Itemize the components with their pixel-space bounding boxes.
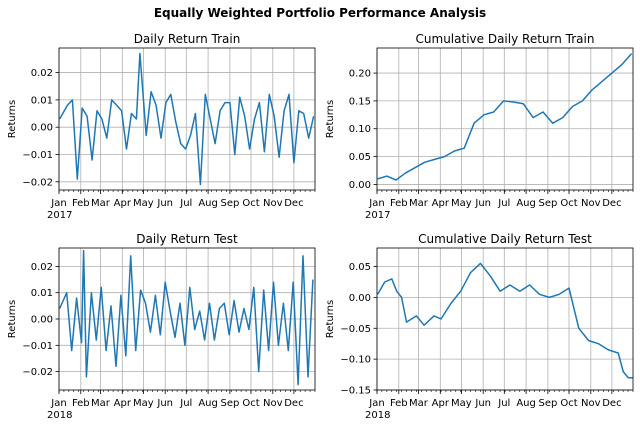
y-axis-label: Returns <box>7 300 18 338</box>
plot-frame <box>58 47 316 191</box>
y-tick-label: −0.01 <box>22 341 53 352</box>
series-line <box>377 53 633 181</box>
chart-cumulative-return-train: Cumulative Daily Return Train 0.00 0.05 0.1… <box>325 32 634 221</box>
x-tick-label: Jul <box>497 398 510 409</box>
x-tick-label: Oct <box>242 198 259 209</box>
plot-frame <box>58 247 316 391</box>
y-tick-label: 0.01 <box>31 288 53 299</box>
y-axis-label: Returns <box>325 100 336 138</box>
x-tick-label: Nov <box>263 398 283 409</box>
x-tick-label: Mar <box>91 198 111 209</box>
x-tick-label: Feb <box>390 198 408 209</box>
x-tick-label: Jan <box>368 198 384 209</box>
x-tick-label: Sep <box>220 398 239 409</box>
x-tick-label: Oct <box>560 198 577 209</box>
chart-title: Daily Return Test <box>136 232 238 246</box>
x-tick-label: Sep <box>538 198 557 209</box>
x-year-label: 2017 <box>365 210 390 221</box>
x-tick-label: Jun <box>156 398 173 409</box>
y-tick-label: −0.01 <box>22 150 53 161</box>
x-tick-label: Dec <box>284 398 303 409</box>
x-tick-label: Sep <box>220 198 239 209</box>
x-tick-label: Feb <box>72 398 90 409</box>
x-year-label: 2018 <box>47 410 72 421</box>
x-tick-label: Mar <box>409 398 429 409</box>
x-tick-label: Oct <box>560 398 577 409</box>
x-tick-label: Apr <box>432 398 450 409</box>
chart-daily-return-test: Daily Return Test −0.02 −0.01 0.00 0.01 0.02 J… <box>7 232 316 421</box>
figure-title: Equally Weighted Portfolio Performance A… <box>154 6 486 20</box>
x-tick-label: Mar <box>91 398 111 409</box>
plot-frame <box>376 47 634 191</box>
chart-cumulative-return-test: Cumulative Daily Return Test −0.15 −0.10 −0… <box>325 232 634 421</box>
y-tick-label: 0.15 <box>349 96 371 107</box>
chart-daily-return-train: Daily Return Train −0.02 −0.01 0.00 0.01 0.02… <box>7 32 316 221</box>
x-tick-label: Oct <box>242 398 259 409</box>
y-tick-label: 0.10 <box>349 124 371 135</box>
x-tick-label: Feb <box>390 398 408 409</box>
x-tick-label: Nov <box>581 198 601 209</box>
x-tick-label: Jul <box>179 198 192 209</box>
x-tick-label: Apr <box>114 398 132 409</box>
y-tick-label: −0.10 <box>340 355 371 366</box>
x-tick-label: Jan <box>368 398 384 409</box>
y-tick-label: 0.02 <box>31 262 53 273</box>
x-tick-label: Jun <box>474 398 491 409</box>
x-tick-label: Aug <box>198 398 218 409</box>
x-tick-label: Aug <box>198 198 218 209</box>
x-tick-label: Jan <box>50 198 66 209</box>
series-line <box>59 52 315 186</box>
y-tick-label: 0.02 <box>31 68 53 79</box>
y-tick-label: 0.00 <box>349 180 371 191</box>
x-tick-label: Jul <box>497 198 510 209</box>
y-tick-label: −0.02 <box>22 177 53 188</box>
y-tick-label: 0.00 <box>349 293 371 304</box>
series-line <box>59 249 314 386</box>
y-tick-label: 0.01 <box>31 95 53 106</box>
chart-title: Cumulative Daily Return Train <box>416 32 595 46</box>
x-tick-label: Dec <box>284 198 303 209</box>
y-tick-label: −0.05 <box>340 324 371 335</box>
x-tick-label: Sep <box>538 398 557 409</box>
y-axis-label: Returns <box>325 300 336 338</box>
y-tick-label: 0.20 <box>349 69 371 80</box>
plot-frame <box>376 247 634 391</box>
x-tick-label: Apr <box>114 198 132 209</box>
x-tick-label: Nov <box>581 398 601 409</box>
y-tick-label: 0.05 <box>349 152 371 163</box>
y-tick-label: 0.00 <box>31 315 53 326</box>
y-tick-label: −0.02 <box>22 367 53 378</box>
x-tick-label: May <box>451 198 472 209</box>
x-tick-label: Jan <box>50 398 66 409</box>
chart-title: Daily Return Train <box>134 32 241 46</box>
x-tick-label: Dec <box>602 398 621 409</box>
x-tick-label: Feb <box>72 198 90 209</box>
x-tick-label: Mar <box>409 198 429 209</box>
chart-title: Cumulative Daily Return Test <box>418 232 592 246</box>
x-tick-label: Apr <box>432 198 450 209</box>
x-year-label: 2017 <box>47 210 72 221</box>
y-tick-label: −0.15 <box>340 386 371 397</box>
x-tick-label: May <box>451 398 472 409</box>
x-tick-label: Nov <box>263 198 283 209</box>
y-tick-label: 0.05 <box>349 262 371 273</box>
y-axis-label: Returns <box>7 100 18 138</box>
x-tick-label: Jun <box>156 198 173 209</box>
y-tick-label: 0.00 <box>31 123 53 134</box>
x-tick-label: Jun <box>474 198 491 209</box>
x-tick-label: Jul <box>179 398 192 409</box>
x-tick-label: May <box>133 198 154 209</box>
x-tick-label: May <box>133 398 154 409</box>
x-tick-label: Aug <box>516 398 536 409</box>
x-tick-label: Dec <box>602 198 621 209</box>
series-line <box>377 262 633 379</box>
x-year-label: 2018 <box>365 410 390 421</box>
x-tick-label: Aug <box>516 198 536 209</box>
